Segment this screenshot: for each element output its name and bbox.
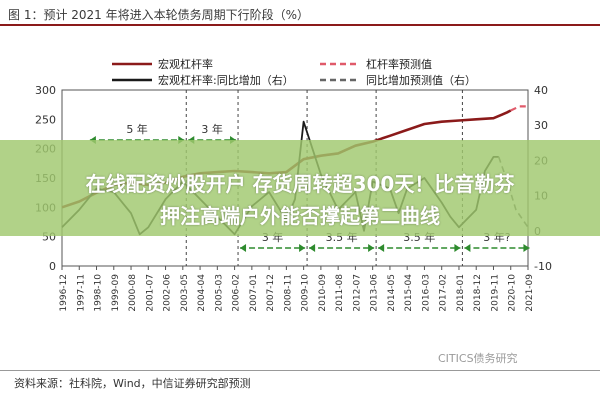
x-tick-label: 2018-01 <box>456 274 466 312</box>
x-tick-label: 2010-09 <box>318 274 328 312</box>
y-right-tick-label: 40 <box>534 84 548 97</box>
x-tick-label: 2011-08 <box>335 274 345 312</box>
y-left-tick-label: 0 <box>49 260 56 273</box>
figure-title: 图 1：预计 2021 年将进入本轮债务周期下行阶段（%） <box>8 8 310 22</box>
x-tick-label: 2014-05 <box>387 274 397 312</box>
banner-text-line-2: 押注高端户外能否撑起第二曲线 <box>160 204 440 228</box>
cycle-arrow-right <box>299 244 306 252</box>
x-tick-label: 2004-04 <box>197 274 207 312</box>
cycle-arrow-right <box>368 244 375 252</box>
x-tick-label: 2015-04 <box>404 274 414 312</box>
banner-text-line-1: 在线配资炒股开户 存货周转超300天！比音勒芬 <box>85 172 515 196</box>
cycle-arrow-right <box>523 244 530 252</box>
x-tick-label: 2003-05 <box>180 274 190 312</box>
legend-label: 同比增加预测值（右） <box>366 73 476 87</box>
legend-label: 宏观杠杆率:同比增加（右） <box>158 73 294 87</box>
x-tick-label: 2008-11 <box>283 274 293 312</box>
x-tick-label: 2018-12 <box>473 274 483 312</box>
y-left-tick-label: 300 <box>35 84 56 97</box>
cycle-arrow-right <box>454 244 461 252</box>
leverage-forecast-line <box>510 105 528 112</box>
x-tick-label: 1998-10 <box>94 274 104 312</box>
x-tick-label: 2000-08 <box>128 274 138 312</box>
x-tick-label: 1999-09 <box>111 274 121 312</box>
cycle-arrow-left <box>378 244 385 252</box>
x-tick-label: 2016-03 <box>421 274 431 312</box>
x-tick-label: 2006-02 <box>232 274 242 312</box>
x-tick-label: 2002-06 <box>163 274 173 312</box>
cycle-span-label: 3 年 <box>201 122 223 136</box>
cycle-arrow-left <box>309 244 316 252</box>
source-note: 资料来源：社科院，Wind，中信证券研究部预测 <box>14 377 251 390</box>
footer-rule <box>0 370 600 371</box>
watermark-text: CITICS债务研究 <box>438 352 518 365</box>
x-tick-label: 2009-10 <box>301 274 311 312</box>
y-right-tick-label: -10 <box>534 260 552 273</box>
x-tick-label: 2019-11 <box>490 274 500 312</box>
cycle-span-label: 5 年 <box>126 122 148 136</box>
x-tick-label: 2013-06 <box>370 274 380 312</box>
y-left-tick-label: 250 <box>35 113 56 126</box>
x-tick-label: 2007-01 <box>249 274 259 312</box>
x-tick-label: 1997-11 <box>76 274 86 312</box>
x-tick-label: 2020-10 <box>508 274 518 312</box>
x-tick-label: 2017-02 <box>439 274 449 312</box>
cycle-arrow-left <box>464 244 471 252</box>
x-tick-label: 1996-12 <box>59 274 69 312</box>
promo-banner-overlay[interactable]: 在线配资炒股开户 存货周转超300天！比音勒芬 押注高端户外能否撑起第二曲线 <box>0 140 600 236</box>
x-tick-label: 2021-09 <box>525 274 535 312</box>
legend-label: 杠杆率预测值 <box>366 57 432 71</box>
legend-label: 宏观杠杆率 <box>158 57 213 71</box>
y-right-tick-label: 30 <box>534 119 548 132</box>
x-tick-label: 2005-03 <box>214 274 224 312</box>
x-tick-label: 2012-07 <box>352 274 362 312</box>
x-tick-label: 2001-07 <box>145 274 155 312</box>
cycle-arrow-left <box>240 244 247 252</box>
x-tick-label: 2007-12 <box>266 274 276 312</box>
title-rule <box>0 24 600 26</box>
